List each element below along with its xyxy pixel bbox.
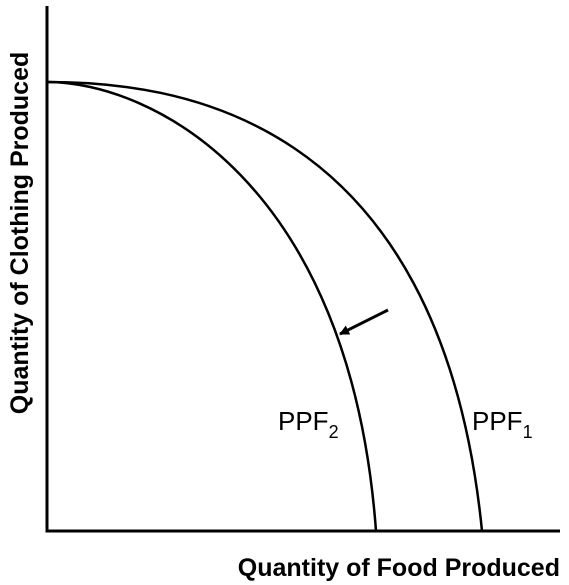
- ppf1-label-name: PPF: [472, 406, 523, 436]
- shift-arrow: [339, 308, 389, 336]
- ppf1-label: PPF1: [472, 406, 533, 442]
- y-axis-label: Quantity of Clothing Produced: [6, 52, 34, 414]
- ppf2-label: PPF2: [278, 406, 339, 442]
- ppf2-curve: [46, 80, 378, 532]
- ppf2-label-name: PPF: [278, 406, 329, 436]
- x-axis-label: Quantity of Food Produced: [238, 554, 560, 582]
- ppf1-label-subscript: 1: [523, 422, 533, 442]
- ppf2-label-subscript: 2: [329, 422, 339, 442]
- ppf1-curve: [46, 80, 484, 532]
